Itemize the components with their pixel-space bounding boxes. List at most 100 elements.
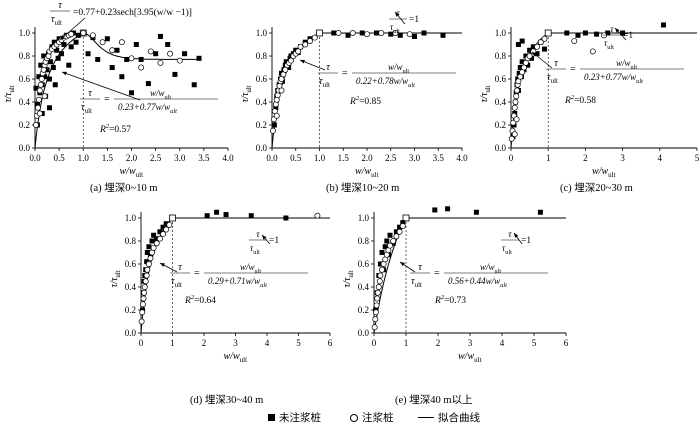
grouted-point xyxy=(139,301,146,308)
eq-tau-num: τ xyxy=(418,262,422,273)
x-tick-label: 3 xyxy=(468,338,473,348)
eq-arrow-2 xyxy=(59,17,86,41)
panel-d: 0 1 2 3 4 5 6 0.0 0.2 0.4 0.6 0.8 1.0 w/wult τ/τult τ τu… xyxy=(109,209,333,364)
x-axis-label: w/wult xyxy=(592,166,616,179)
y-axis-label-group: τ/τult xyxy=(342,270,355,287)
y-axis-label-group: τ/τult xyxy=(479,85,492,102)
y-tick-label: 0.8 xyxy=(19,51,31,61)
x-axis-label: w/wult xyxy=(355,166,379,179)
ungrouted-point xyxy=(412,33,417,39)
ungrouted-point xyxy=(519,38,525,44)
y-axis-label: τ/τult xyxy=(3,85,16,102)
ungrouted-point xyxy=(114,47,120,53)
eq-den: 0.23+0.77w/wult xyxy=(118,102,177,115)
x-tick-label: 4.0 xyxy=(456,153,468,163)
grouted-point xyxy=(371,324,378,331)
grouted-point xyxy=(373,302,380,309)
eq-arrow-2-head xyxy=(615,28,620,33)
grouted-point xyxy=(128,55,135,62)
grouted-point xyxy=(156,235,163,242)
ungrouted-point xyxy=(144,250,150,255)
eq-equals: = xyxy=(194,268,200,279)
y-tick-label: 0.6 xyxy=(256,74,268,84)
caption-c: (c) 埋深20~30 m xyxy=(560,183,633,194)
ungrouted-point xyxy=(440,32,446,38)
grouted-point xyxy=(307,38,313,45)
grouted-point xyxy=(514,87,520,94)
grouted-point xyxy=(393,233,400,240)
grouted-point xyxy=(511,131,518,138)
ungrouted-point xyxy=(196,55,202,61)
ungrouted-point xyxy=(525,62,531,68)
y-tick-label: 0.4 xyxy=(19,97,31,107)
y-axis-label: τ/τult xyxy=(342,270,355,287)
ungrouted-point xyxy=(248,213,254,219)
x-tick-label: 0.5 xyxy=(290,153,302,163)
x-tick-label: 0.5 xyxy=(54,153,66,163)
r2-label: R2=0.64 xyxy=(184,294,216,306)
x-tick-label: 3.0 xyxy=(409,153,421,163)
x-tick-label: 1 xyxy=(404,338,409,348)
caption-b: (b) 埋深10~20 m xyxy=(326,183,400,194)
panel-e: 0 1 2 3 4 5 6 0.0 0.2 0.4 0.6 0.8 1.0 w/wult τ/τult τ τu… xyxy=(342,206,569,364)
ungrouted-point xyxy=(397,224,403,230)
legend-ungrouted: 未注浆桩 xyxy=(268,410,321,425)
eq-num: w/wult xyxy=(616,58,637,71)
ungrouted-point xyxy=(151,232,157,238)
y-tick-label: 0.4 xyxy=(256,97,268,107)
peak-marker xyxy=(544,29,552,37)
ungrouted-point xyxy=(46,105,52,111)
grouted-point xyxy=(140,295,147,302)
ungrouted-point xyxy=(661,22,667,28)
ungrouted-point xyxy=(523,53,529,59)
eq-den: 0.56+0.44w/wult xyxy=(448,276,507,289)
top-tau-num: τ xyxy=(58,0,62,11)
y-tick-label: 0.0 xyxy=(125,328,137,338)
grouted-point xyxy=(288,57,294,64)
square-marker-icon xyxy=(268,414,275,421)
grouted-point xyxy=(147,255,154,262)
ungrouted-point xyxy=(138,56,144,62)
grouted-point xyxy=(372,316,379,323)
ungrouted-point xyxy=(379,250,385,255)
grouted-point xyxy=(297,43,304,50)
grouted-point xyxy=(364,31,370,38)
y-tick-label: 0.0 xyxy=(495,143,507,153)
y-tick-label: 1.0 xyxy=(495,28,507,38)
ungrouted-point xyxy=(154,236,160,242)
y-tick-label: 0.6 xyxy=(125,259,137,269)
grouted-point xyxy=(147,48,154,55)
y-axis-label: τ/τult xyxy=(479,85,492,102)
ungrouted-point xyxy=(564,30,570,36)
x-tick-label: 0 xyxy=(372,338,377,348)
ungrouted-point xyxy=(133,42,139,47)
grouted-point xyxy=(176,57,183,64)
ungrouted-point xyxy=(73,39,79,45)
peak-marker xyxy=(402,214,410,222)
caption-e: (e) 埋深40 m以上 xyxy=(395,395,473,406)
eq-arrow-head xyxy=(532,52,537,57)
grouted-point xyxy=(375,284,382,290)
eq-arrow-2-head xyxy=(60,35,65,40)
eq-den: 0.23+0.77w/wult xyxy=(584,72,643,85)
ungrouted-point xyxy=(534,51,540,57)
grouted-point xyxy=(33,122,39,128)
y-tick-label: 0.6 xyxy=(358,259,370,269)
ungrouted-point xyxy=(273,105,279,111)
x-tick-label: 1.5 xyxy=(102,153,114,163)
ungrouted-point xyxy=(527,47,533,53)
ungrouted-point xyxy=(397,32,403,38)
panel-b: 0.0 0.5 1.0 1.5 2.0 2.5 3.0 3.5 4.0 0.0 0.2 0.4 0.6 0… xyxy=(240,9,468,179)
y-tick-label: 0.2 xyxy=(256,120,267,130)
grouted-point xyxy=(387,242,393,249)
grouted-point xyxy=(278,87,285,94)
y-tick-label: 0.0 xyxy=(19,143,31,153)
ungrouted-point xyxy=(537,209,543,215)
ungrouted-point xyxy=(42,74,48,80)
